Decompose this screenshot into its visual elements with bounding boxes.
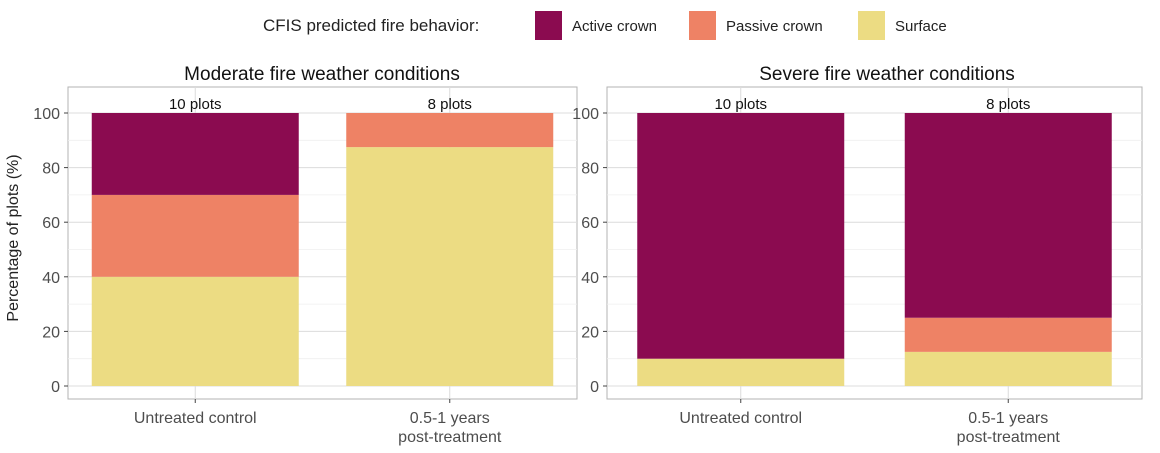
bar-count-label: 8 plots (428, 96, 472, 113)
legend-label-surface: Surface (895, 18, 947, 35)
bar-segment-active-crown (637, 113, 845, 359)
x-tick-label: Untreated control (134, 410, 257, 427)
y-tick-label: 60 (581, 215, 599, 232)
y-tick-label: 80 (42, 161, 60, 178)
bar-segment-surface (91, 276, 299, 386)
y-tick-label: 40 (581, 270, 599, 287)
y-tick-label: 0 (51, 379, 60, 396)
bar-segment-active-crown (91, 113, 299, 195)
y-tick-label: 20 (42, 324, 60, 341)
bar-segment-surface (346, 147, 554, 386)
legend: CFIS predicted fire behavior: Active cro… (0, 0, 1160, 50)
bar-segment-surface (637, 358, 845, 386)
bar-segment-passive-crown (346, 113, 554, 148)
y-tick-label: 40 (42, 270, 60, 287)
legend-title: CFIS predicted fire behavior: (263, 16, 480, 35)
y-tick-label: 100 (33, 106, 60, 123)
x-tick-label: 0.5-1 years (968, 410, 1048, 427)
y-tick-label: 60 (42, 215, 60, 232)
legend-swatch-active-crown (535, 11, 562, 40)
legend-swatch-surface (858, 11, 885, 40)
x-tick-label: post-treatment (957, 429, 1061, 446)
y-tick-label: 20 (581, 324, 599, 341)
x-tick-label: Untreated control (679, 410, 802, 427)
bar-segment-surface (904, 351, 1112, 386)
bar-segment-passive-crown (904, 317, 1112, 352)
chart-title: Moderate fire weather conditions (184, 64, 460, 85)
y-tick-label: 80 (581, 161, 599, 178)
legend-label-passive-crown: Passive crown (726, 18, 823, 35)
bar-count-label: 8 plots (986, 96, 1030, 113)
bar-count-label: 10 plots (714, 96, 767, 113)
chart-panel-1: Moderate fire weather conditions 0 20 40 60 8… (33, 64, 578, 446)
bar-segment-active-crown (904, 113, 1112, 318)
y-tick-label: 0 (590, 379, 599, 396)
bar-segment-passive-crown (91, 194, 299, 277)
y-tick-label: 100 (572, 106, 599, 123)
legend-label-active-crown: Active crown (572, 18, 658, 35)
x-tick-label: 0.5-1 years (410, 410, 490, 427)
chart-title: Severe fire weather conditions (759, 64, 1015, 85)
chart-panel-2: Severe fire weather conditions 0 20 40 60 80 1… (572, 64, 1143, 446)
legend-swatch-passive-crown (689, 11, 716, 40)
bar-count-label: 10 plots (169, 96, 222, 113)
x-tick-label: post-treatment (398, 429, 502, 446)
